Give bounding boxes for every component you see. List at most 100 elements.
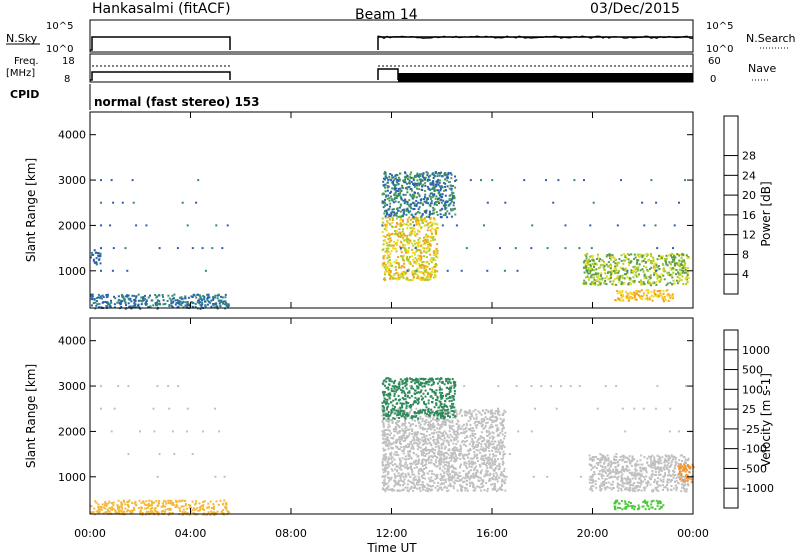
power-cell [630, 260, 633, 263]
power-cell [384, 225, 387, 228]
vel-cell [415, 432, 418, 435]
vel-cell [202, 508, 205, 511]
power-cell [425, 277, 428, 280]
power-cell [682, 252, 685, 255]
power-cell [400, 216, 402, 219]
power-cell [414, 234, 417, 237]
power-cell [618, 279, 621, 282]
power-cell [587, 268, 590, 271]
vel-cell [444, 421, 447, 424]
power-cell [413, 224, 416, 227]
power-cell [411, 213, 414, 216]
vel-cell [387, 386, 390, 389]
power-cell [441, 196, 444, 199]
vel-cell [424, 459, 427, 462]
vel-cell [479, 448, 482, 451]
power-cell [423, 236, 425, 239]
power-cell [110, 301, 113, 304]
vel-cell [140, 506, 143, 509]
power-cell [400, 272, 403, 275]
vel-cell [399, 412, 402, 414]
vel-cell [440, 438, 443, 441]
power-cell [409, 232, 411, 234]
power-cell [388, 215, 391, 218]
power-cell [184, 297, 187, 300]
power-cell [663, 297, 666, 300]
power-cell [400, 251, 403, 254]
power-cell [409, 210, 412, 213]
vel-cell [387, 476, 390, 479]
vel-cell [396, 451, 398, 454]
vel-cell [498, 462, 501, 465]
vel-cell [391, 456, 394, 459]
vel-cell [422, 392, 425, 395]
vel-cell [383, 433, 386, 436]
power-cell [133, 299, 136, 301]
power-cell [429, 253, 432, 256]
vel-cell [441, 488, 444, 491]
power-cell [389, 223, 392, 226]
power-cell [100, 269, 102, 272]
power-cell [654, 224, 657, 227]
vel-cell [459, 484, 462, 487]
vel-cell [104, 502, 107, 505]
vel-cell [385, 455, 387, 458]
power-cell [407, 251, 409, 254]
vel-cell [462, 423, 465, 426]
power-cell [433, 265, 436, 268]
vel-cell [389, 488, 392, 491]
vel-cell [492, 420, 495, 423]
power-cell [416, 244, 419, 246]
vel-cell [657, 484, 660, 487]
vel-cell [105, 504, 108, 507]
power-cell [401, 224, 404, 227]
power-cell [609, 258, 612, 261]
power-cell [413, 217, 416, 220]
vel-cell [489, 472, 492, 475]
power-cell [607, 261, 610, 264]
vel-cell [456, 436, 459, 439]
vel-cell [594, 480, 597, 483]
power-cell [671, 261, 674, 263]
vel-cell [465, 472, 468, 475]
power-cell [586, 263, 589, 266]
power-cell [583, 282, 586, 285]
vel-cell [464, 440, 467, 443]
power-cell [686, 271, 689, 273]
vel-cell [100, 506, 103, 509]
vel-cell [458, 452, 461, 455]
power-cell [397, 190, 400, 193]
power-cell [383, 271, 386, 274]
power-cell [620, 294, 623, 297]
vel-cell [439, 424, 442, 427]
vel-cell [434, 449, 437, 452]
vel-cell [479, 465, 482, 468]
vel-cell [452, 429, 455, 432]
power-cell [381, 262, 384, 265]
power-cell [584, 265, 587, 268]
power-cell [610, 273, 613, 276]
power-cell [606, 272, 609, 274]
power-cell [113, 303, 116, 306]
vel-cell [439, 459, 442, 462]
vel-cell [431, 480, 434, 483]
power-cell [180, 296, 183, 299]
vel-cell [406, 466, 409, 469]
vel-cell [421, 433, 424, 435]
vel-cell [417, 470, 420, 473]
power-cell [382, 193, 385, 196]
power-cell [94, 301, 97, 304]
vel-cell [95, 501, 98, 504]
vel-cell [388, 442, 391, 445]
power-cell [410, 189, 413, 192]
power-cell [681, 253, 684, 256]
power-cell [386, 270, 389, 273]
power-cell [530, 247, 533, 250]
vel-cell [459, 475, 462, 477]
vel-cell [433, 425, 436, 428]
vel-cell [445, 440, 448, 443]
vel-cell [437, 460, 440, 462]
power-cell [641, 295, 644, 298]
power-cell [628, 253, 631, 256]
power-cell [491, 179, 494, 182]
